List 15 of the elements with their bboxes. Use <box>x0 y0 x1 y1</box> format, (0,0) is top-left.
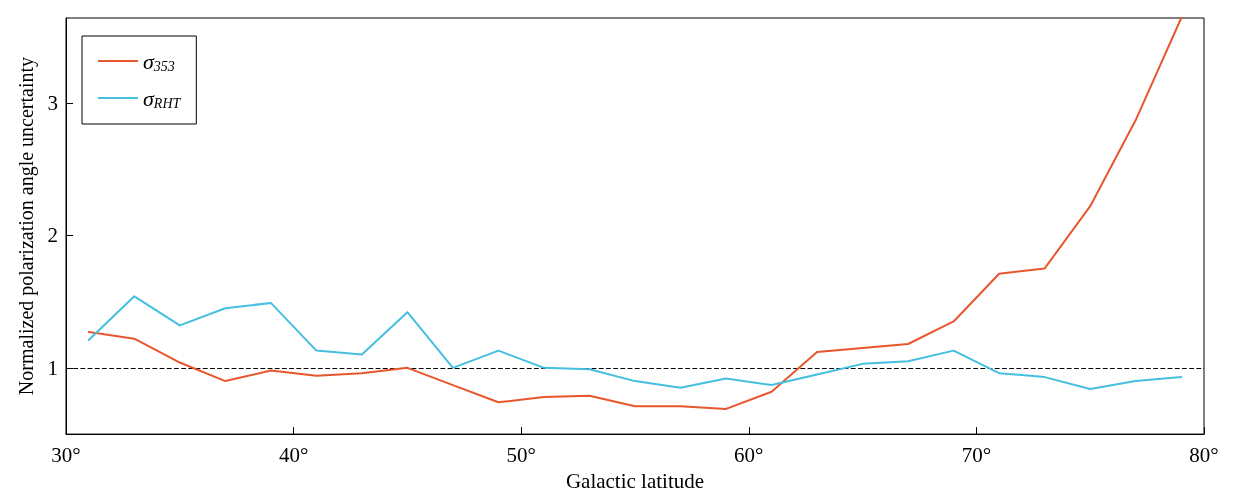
line-series <box>87 295 1183 391</box>
x-tick-label: 50° <box>506 442 536 467</box>
y-axis-title: Normalized polarization angle uncertainty <box>15 56 38 396</box>
x-tick-label: 30° <box>51 442 81 467</box>
x-tick-label: 70° <box>961 442 992 467</box>
legend-label: σRHT <box>143 85 182 111</box>
line-series <box>87 17 1183 410</box>
legend-label: σ353 <box>143 48 175 74</box>
y-tick-label: 3 <box>47 90 58 115</box>
x-tick-label: 80° <box>1189 442 1219 467</box>
x-axis-title: Galactic latitude <box>565 468 705 493</box>
y-tick-label: 2 <box>47 223 58 248</box>
x-tick-label: 40° <box>278 442 309 467</box>
x-tick-label: 60° <box>734 442 764 467</box>
y-tick-label: 1 <box>47 355 58 380</box>
